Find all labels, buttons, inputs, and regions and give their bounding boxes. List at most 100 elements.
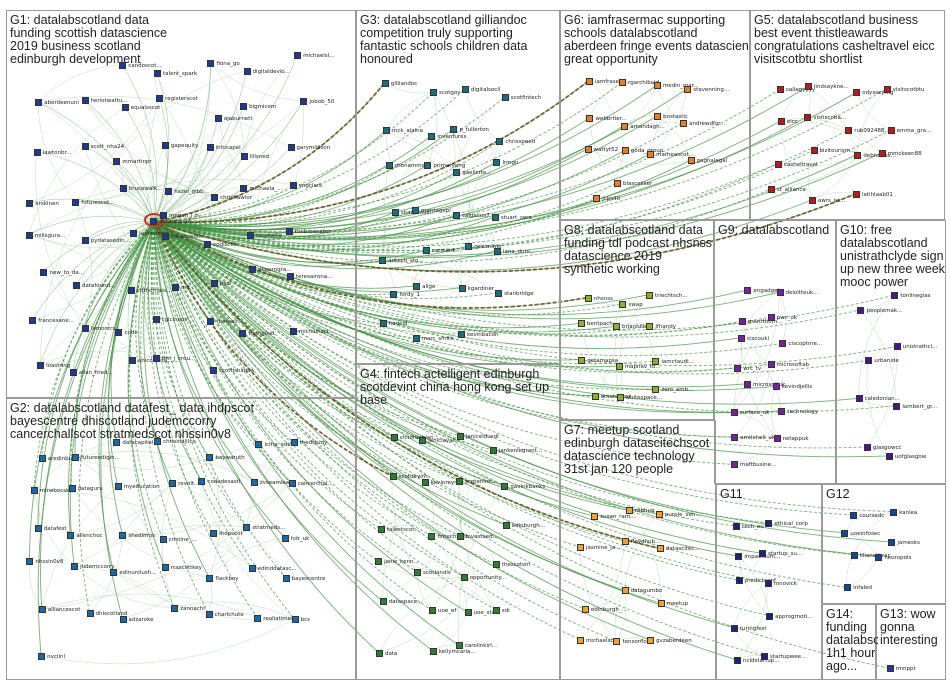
node-label: gvzaberdeen <box>655 637 692 644</box>
node-label: dataspace... <box>388 599 423 606</box>
node-label: mmckeen88 <box>887 150 922 157</box>
node-marker <box>375 558 383 566</box>
node-label: eicc <box>786 118 798 125</box>
node-marker <box>379 598 387 606</box>
node-marker <box>205 610 213 618</box>
node-label: casheltravel <box>783 161 818 168</box>
node-label: ihdpscot <box>219 530 243 537</box>
node-marker <box>456 477 464 485</box>
node-marker <box>206 143 214 151</box>
node-label: iamfrasem... <box>594 78 630 85</box>
node-label: calgacus7 <box>461 213 490 220</box>
edge <box>734 364 771 438</box>
node-label: edinunilush... <box>119 569 157 576</box>
node-label: kellymcarla... <box>438 648 476 655</box>
edge <box>153 197 597 252</box>
node-label: gekimimo <box>474 243 502 250</box>
edge <box>153 149 626 237</box>
edge <box>153 221 294 443</box>
group-title-g10: G10: free datalabscotland unistrathclyde… <box>840 224 945 289</box>
node-label: whitespace... <box>625 394 662 401</box>
edge <box>135 221 158 442</box>
edge <box>415 172 457 286</box>
node-label: lillsned <box>249 154 270 161</box>
edge <box>33 441 117 491</box>
node-label: rmnppt <box>895 666 916 673</box>
edge <box>738 556 770 616</box>
node-label: infaled <box>853 585 873 592</box>
node-label: emma_gra... <box>896 128 932 135</box>
node-label: caledonian... <box>864 396 900 403</box>
node-marker <box>35 98 43 106</box>
node-marker <box>288 479 296 487</box>
edge <box>624 514 660 591</box>
node-marker <box>300 97 308 105</box>
node-label: christlawlor <box>220 194 252 201</box>
node-marker <box>429 647 437 655</box>
edge <box>382 214 457 261</box>
edge <box>153 221 783 356</box>
node-label: microsoftab <box>776 362 810 369</box>
node-label: megan_l_h... <box>169 213 204 219</box>
node-marker <box>765 519 773 527</box>
edge <box>855 92 891 131</box>
edge <box>733 316 771 413</box>
node-label: datafest_ <box>43 526 70 533</box>
edge <box>382 481 425 602</box>
node-marker <box>735 577 743 585</box>
node-label: amitchell_uk <box>740 434 776 441</box>
node-label: brianhills <box>622 324 648 331</box>
node-label: candoscot... <box>128 62 162 69</box>
edge <box>153 106 244 223</box>
edge <box>153 117 590 227</box>
edge <box>158 97 215 283</box>
node-marker <box>758 550 766 558</box>
edge <box>113 571 295 621</box>
edge <box>153 89 781 232</box>
edge <box>385 92 434 131</box>
edge <box>209 457 292 483</box>
node-marker <box>614 180 621 188</box>
node-marker <box>428 607 436 615</box>
node-marker <box>214 114 222 122</box>
edge <box>153 221 763 554</box>
node-label: st_alliance <box>776 187 806 194</box>
edge <box>147 221 214 534</box>
node-label: edinddatasc... <box>257 566 297 573</box>
edge <box>28 234 165 249</box>
edge <box>75 457 210 470</box>
edge <box>770 129 891 190</box>
edge <box>380 435 461 530</box>
node-label: jamesks <box>897 540 920 547</box>
node-marker <box>465 242 473 250</box>
node-label: scott_nha24 <box>90 143 125 150</box>
node-marker <box>412 206 420 214</box>
node-marker <box>647 150 655 158</box>
edge <box>153 221 769 524</box>
edge <box>614 589 625 642</box>
node-marker <box>282 574 290 582</box>
node-marker <box>128 286 136 294</box>
edge <box>41 486 118 610</box>
node-label: scotenine... <box>465 478 497 485</box>
edge <box>153 221 894 512</box>
group-box-g7 <box>560 420 716 680</box>
node-label: kevinreyno... <box>430 479 467 486</box>
node-label: fintechscot... <box>437 533 473 540</box>
node-label: sdi <box>501 607 510 614</box>
node-label: therealr <box>216 319 239 326</box>
node-marker <box>130 229 138 237</box>
edge <box>771 386 777 438</box>
node-marker <box>767 313 775 321</box>
node-label: teresairona... <box>295 274 333 281</box>
node-label: fordy_1 <box>399 291 420 298</box>
node-label: primaryeng <box>433 163 466 170</box>
node-label: lrmgu <box>502 160 519 167</box>
node-marker <box>240 103 248 111</box>
node-label: jowaltsedin <box>170 234 202 241</box>
node-label: technology <box>787 408 818 415</box>
node-label: scotdevint <box>398 474 428 481</box>
node-marker <box>654 112 662 120</box>
node-label: maftbusine... <box>740 462 777 469</box>
edge <box>75 186 215 202</box>
